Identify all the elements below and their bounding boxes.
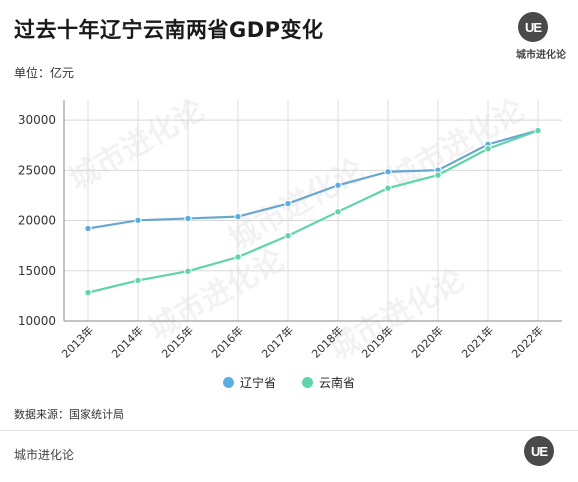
legend: 辽宁省 云南省: [0, 374, 578, 391]
data-point-liaoning: [134, 216, 142, 224]
y-tick-label: 25000: [18, 163, 56, 177]
series-line-liaoning: [87, 129, 539, 230]
legend-label: 云南省: [319, 376, 356, 390]
y-tick-label: 30000: [18, 113, 56, 127]
data-point-yunnan: [334, 207, 342, 216]
data-point-liaoning: [334, 181, 342, 189]
data-source: 数据来源：国家统计局: [14, 408, 124, 421]
x-tick-label: 2022年: [509, 323, 546, 360]
series-line-yunnan: [87, 129, 539, 294]
data-point-yunnan: [234, 253, 242, 261]
chart-title: 过去十年辽宁云南两省GDP变化: [14, 18, 324, 42]
data-point-yunnan: [84, 288, 92, 297]
x-tick-label: 2018年: [309, 323, 346, 360]
x-tick-label: 2017年: [259, 323, 296, 360]
line-chart: 10000 15000 20000 25000 30000 2013年 2014年 2015年…: [18, 100, 562, 361]
data-point-liaoning: [234, 212, 242, 221]
x-tick-label: 2013年: [59, 323, 96, 360]
x-tick-label: 2021年: [459, 323, 496, 360]
data-point-yunnan: [484, 145, 492, 153]
ue-logo: UE: [518, 12, 548, 42]
legend-marker: [222, 377, 234, 388]
data-point-yunnan: [134, 276, 142, 285]
legend-marker: [302, 377, 313, 388]
data-point-yunnan: [434, 171, 442, 179]
y-tick-label: 10000: [18, 314, 56, 328]
data-point-liaoning: [184, 214, 192, 223]
x-tick-label: 2019年: [359, 323, 396, 360]
data-point-yunnan: [184, 267, 192, 275]
brand-name-top: 城市进化论: [516, 50, 566, 61]
legend-item-liaoning[interactable]: 辽宁省: [222, 374, 276, 391]
brand-name-bottom: 城市进化论: [14, 448, 75, 462]
y-tick-label: 20000: [18, 214, 56, 228]
x-tick-label: 2015年: [159, 323, 196, 360]
legend-item-yunnan[interactable]: 云南省: [302, 374, 355, 391]
ue-logo-bottom: UE: [524, 436, 554, 466]
data-point-liaoning: [84, 224, 92, 233]
legend-label: 辽宁省: [239, 376, 276, 390]
x-tick-label: 2016年: [209, 323, 246, 360]
data-point-liaoning: [384, 168, 392, 176]
unit-label: 单位：亿元: [14, 66, 75, 80]
divider: [0, 430, 578, 431]
data-point-yunnan: [284, 232, 292, 240]
y-tick-label: 15000: [18, 264, 56, 278]
data-point-liaoning: [284, 199, 292, 208]
data-point-yunnan: [534, 126, 542, 135]
data-point-yunnan: [384, 184, 392, 192]
x-tick-label: 2020年: [409, 323, 446, 360]
x-tick-label: 2014年: [109, 323, 146, 360]
